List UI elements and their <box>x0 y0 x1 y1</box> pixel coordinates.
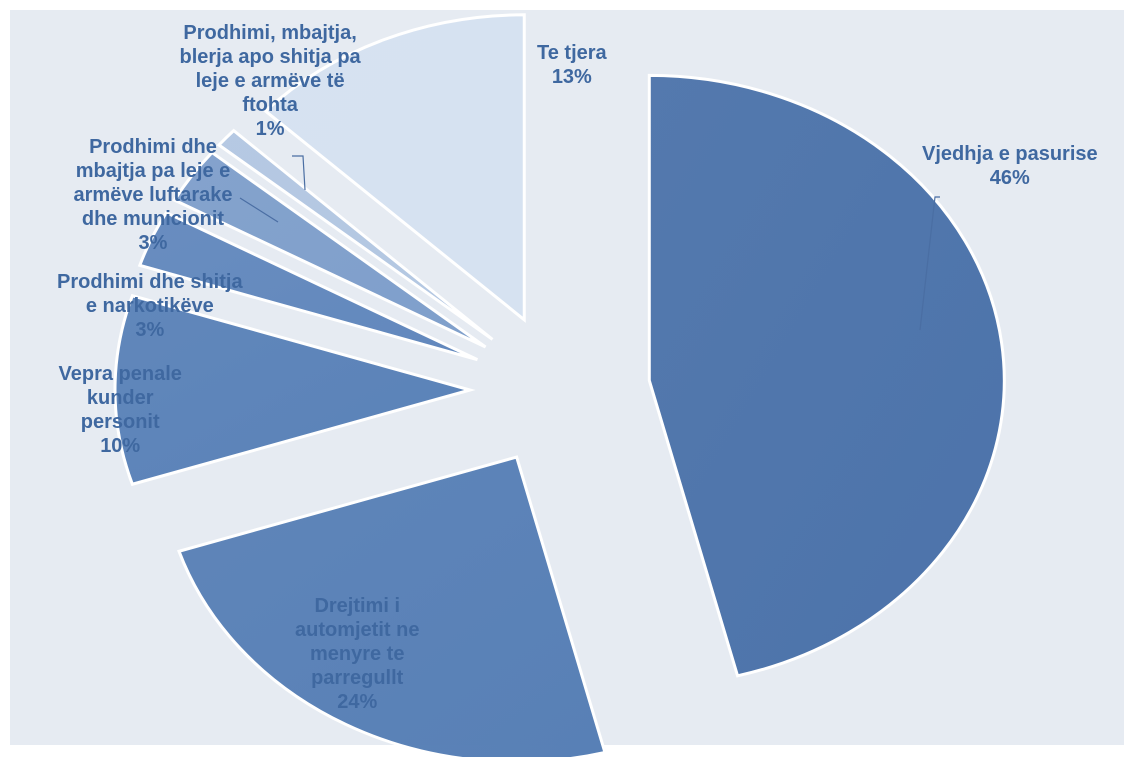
slice-label-line: Vjedhja e pasurise <box>922 143 1098 165</box>
slice-label-line: automjetit ne <box>295 619 420 641</box>
slice-label-line: Prodhimi, mbajtja, <box>183 22 357 44</box>
pie-slice <box>137 210 479 362</box>
pie-slice <box>172 150 487 349</box>
slice-label-line: Prodhimi dhe <box>89 136 217 158</box>
slice-label-line: e narkotikëve <box>85 295 214 317</box>
slice-label-line: menyre te <box>309 643 405 665</box>
slice-label: Prodhimi, mbajtja, blerja apo shitja pa le… <box>180 21 361 141</box>
slice-label-line: Vepra penale <box>58 363 182 385</box>
slice-label-line: mbajtja pa leje e <box>75 160 231 182</box>
slice-label-line: Te tjera <box>537 42 607 64</box>
slice-label-line: Prodhimi dhe shitja <box>57 271 243 293</box>
slice-label-line: leje e armëve të <box>195 70 345 92</box>
slice-label-line: 3% <box>135 319 165 341</box>
leader-line <box>239 197 279 223</box>
slice-label-line: dhe municionit <box>81 208 225 230</box>
slice-label-line: ftohta <box>242 94 298 116</box>
pie-slice <box>263 13 526 323</box>
slice-label-line: blerja apo shitja pa <box>179 46 361 68</box>
slice-label: Vjedhja e pasurise 46% <box>922 142 1098 190</box>
leader-line <box>292 155 306 191</box>
slice-label-line: 13% <box>551 66 592 88</box>
slice-label-line: parregullt <box>311 667 404 689</box>
leader-line <box>919 196 940 331</box>
slice-label-line: 10% <box>100 435 141 457</box>
slice-label-line: 46% <box>989 167 1030 189</box>
slice-label-line: kunder <box>86 387 154 409</box>
slice-label: Prodhimi dhe mbajtja pa leje e armëve luft… <box>74 135 233 255</box>
slice-label-line: 1% <box>255 118 285 140</box>
slice-label: Vepra penale kunder personit 10% <box>59 362 182 458</box>
pie-slice <box>177 455 607 757</box>
slice-label-line: 3% <box>138 232 168 254</box>
slice-label-line: 24% <box>337 691 378 713</box>
slice-label-line: armëve luftarake <box>73 184 233 206</box>
slice-label-line: Drejtimi i <box>314 595 401 617</box>
slice-label: Prodhimi dhe shitja e narkotikëve 3% <box>57 270 243 342</box>
pie-slice <box>647 73 1006 678</box>
pie-slice <box>216 128 494 341</box>
slice-label-line: personit <box>80 411 160 433</box>
slice-label: Te tjera 13% <box>537 41 607 89</box>
slice-label: Drejtimi i automjetit ne menyre te parregul… <box>295 594 419 714</box>
pie-slice <box>113 293 476 487</box>
